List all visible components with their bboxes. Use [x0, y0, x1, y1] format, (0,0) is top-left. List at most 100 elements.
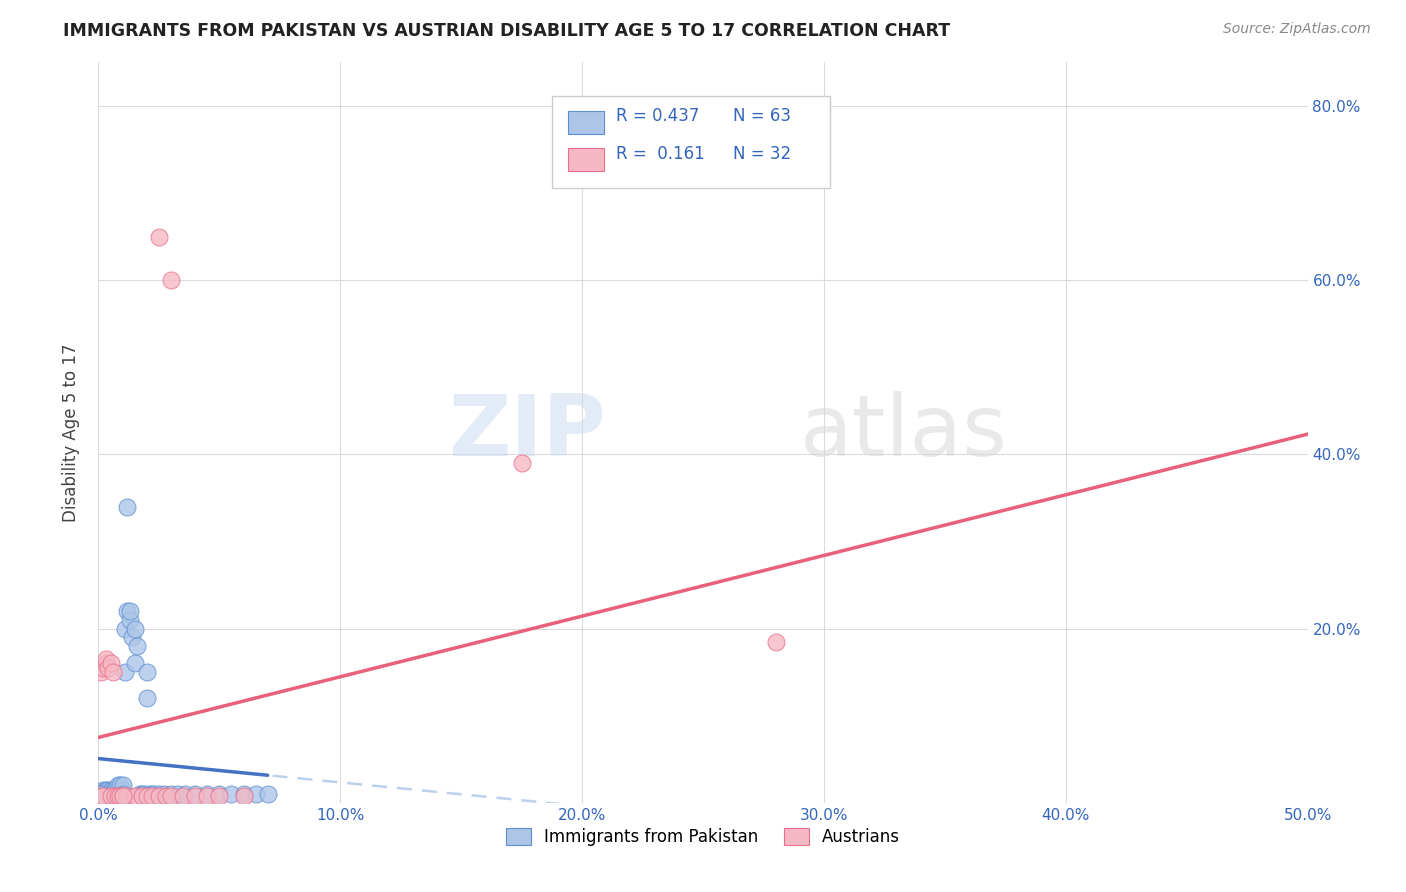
- Point: [155, 789, 177, 803]
- Point: [108, 782, 131, 797]
- Text: R = 0.437: R = 0.437: [616, 108, 699, 126]
- Point: [107, 778, 129, 792]
- Point: [90, 785, 112, 799]
- Point: [195, 787, 218, 801]
- Point: [104, 789, 127, 803]
- Point: [184, 789, 207, 803]
- Point: [111, 787, 134, 801]
- Y-axis label: Disability Age 5 to 17: Disability Age 5 to 17: [62, 343, 80, 522]
- Point: [89, 789, 111, 803]
- Point: [90, 665, 112, 680]
- Point: [101, 785, 124, 799]
- Point: [97, 787, 120, 801]
- Point: [90, 789, 112, 803]
- Text: atlas: atlas: [800, 391, 1008, 475]
- Point: [91, 785, 114, 799]
- Point: [167, 787, 190, 801]
- Point: [160, 787, 183, 801]
- Point: [510, 456, 533, 470]
- Text: N = 63: N = 63: [734, 108, 792, 126]
- Point: [245, 787, 267, 801]
- Point: [90, 787, 112, 801]
- Point: [232, 789, 254, 803]
- Point: [208, 787, 231, 801]
- Point: [107, 789, 129, 803]
- Text: N = 32: N = 32: [734, 145, 792, 162]
- Point: [100, 789, 122, 803]
- Point: [111, 789, 134, 803]
- Point: [89, 787, 111, 801]
- Point: [111, 782, 134, 797]
- Point: [117, 604, 139, 618]
- Point: [141, 789, 163, 803]
- Point: [174, 787, 197, 801]
- Point: [118, 604, 141, 618]
- Point: [135, 789, 157, 803]
- Point: [141, 787, 163, 801]
- Point: [117, 789, 139, 803]
- Point: [108, 789, 131, 803]
- Point: [128, 787, 150, 801]
- Point: [100, 789, 122, 803]
- Point: [100, 782, 122, 797]
- Point: [135, 691, 157, 706]
- Point: [94, 657, 117, 671]
- Point: [100, 657, 122, 671]
- Point: [208, 789, 231, 803]
- Point: [101, 787, 124, 801]
- Point: [111, 778, 134, 792]
- Point: [97, 789, 120, 803]
- Point: [104, 782, 127, 797]
- Point: [172, 789, 194, 803]
- Point: [108, 778, 131, 792]
- Bar: [568, 147, 603, 171]
- Point: [117, 500, 139, 514]
- Point: [135, 665, 157, 680]
- Point: [97, 661, 120, 675]
- Point: [124, 657, 146, 671]
- Point: [121, 630, 143, 644]
- Point: [131, 789, 153, 803]
- Point: [100, 787, 122, 801]
- Point: [101, 782, 124, 797]
- Point: [91, 661, 114, 675]
- Text: Source: ZipAtlas.com: Source: ZipAtlas.com: [1223, 22, 1371, 37]
- Point: [101, 665, 124, 680]
- Point: [90, 787, 112, 801]
- Point: [114, 665, 136, 680]
- Point: [152, 787, 174, 801]
- Point: [134, 787, 156, 801]
- Point: [124, 789, 146, 803]
- Point: [148, 787, 170, 801]
- Text: IMMIGRANTS FROM PAKISTAN VS AUSTRIAN DISABILITY AGE 5 TO 17 CORRELATION CHART: IMMIGRANTS FROM PAKISTAN VS AUSTRIAN DIS…: [63, 22, 950, 40]
- Point: [184, 787, 207, 801]
- Point: [91, 787, 114, 801]
- Point: [91, 789, 114, 803]
- Point: [221, 787, 243, 801]
- Point: [91, 789, 114, 803]
- Point: [124, 622, 146, 636]
- Point: [195, 789, 218, 803]
- Point: [256, 787, 278, 801]
- Point: [127, 639, 149, 653]
- Point: [148, 229, 170, 244]
- Point: [107, 782, 129, 797]
- Point: [97, 785, 120, 799]
- Point: [160, 789, 183, 803]
- Point: [114, 622, 136, 636]
- Point: [94, 789, 117, 803]
- Point: [118, 613, 141, 627]
- Point: [104, 785, 127, 799]
- Point: [131, 787, 153, 801]
- Text: ZIP: ZIP: [449, 391, 606, 475]
- Point: [104, 787, 127, 801]
- FancyBboxPatch shape: [551, 95, 830, 188]
- Text: R =  0.161: R = 0.161: [616, 145, 704, 162]
- Point: [765, 634, 787, 648]
- Point: [97, 782, 120, 797]
- Point: [100, 785, 122, 799]
- Point: [143, 787, 166, 801]
- Point: [94, 652, 117, 666]
- Point: [148, 789, 170, 803]
- Point: [138, 787, 160, 801]
